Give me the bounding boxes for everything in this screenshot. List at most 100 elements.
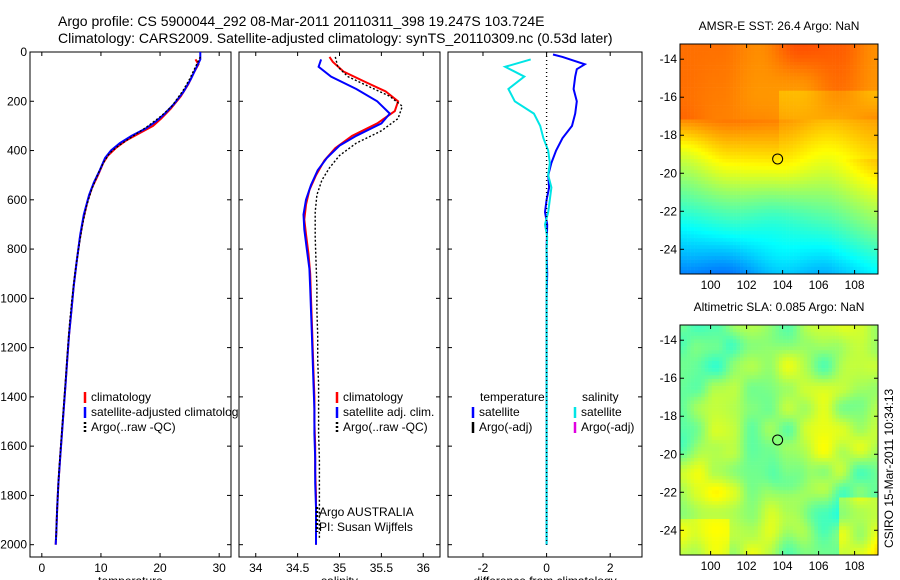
sst_map-heatmap-cell [725,234,730,239]
sst_map-heatmap-cell [817,166,822,171]
sla_map-heatmap-cell [849,396,854,401]
sla_map-heatmap-cell [839,396,843,401]
sst_map-heatmap-cell [747,245,752,250]
sla_map-heatmap-cell [835,353,840,358]
sla_map-heatmap-cell [810,353,815,358]
sla_map-heatmap-cell [754,328,759,333]
sst_map-heatmap-cell [821,270,826,275]
sst_map-heatmap-cell [782,144,787,149]
sst_map-heatmap-cell [821,126,826,131]
salinity-annotation-1: PI: Susan Wijffels [319,520,413,534]
sst_map-heatmap-cell [842,191,847,196]
sst_map-heatmap-cell [768,44,773,48]
sst_map-heatmap-cell [828,173,833,178]
sst_map-heatmap-cell [754,162,759,167]
sst_map-heatmap-cell [743,241,748,246]
sst_map-heatmap-cell [860,94,865,99]
sla_map-heatmap-cell [680,371,684,376]
sst_map-heatmap-cell [807,101,812,106]
sst_map-heatmap-cell [856,123,861,127]
sst_map-heatmap-cell [810,65,815,70]
sst_map-heatmap-cell [687,166,691,171]
sst_map-heatmap-cell [810,266,815,271]
sla_map-heatmap-cell [835,328,840,333]
sst_map-heatmap-cell [828,256,833,260]
sst_map-heatmap-cell [832,230,836,235]
sla_map-heatmap-cell [768,350,773,355]
sla_map-heatmap-cell [779,350,783,355]
sla_map-heatmap-cell [786,350,790,355]
sla_map-heatmap-cell [680,350,684,355]
sst_map-heatmap-cell [750,212,755,217]
sst_map-heatmap-cell [863,159,868,163]
sst_map-heatmap-cell [701,69,706,74]
sla_map-heatmap-cell [870,357,875,362]
sla_map-heatmap-cell [853,332,858,337]
sst_map-heatmap-cell [779,223,783,228]
sst_map-heatmap-cell [733,166,737,171]
sst_map-heatmap-cell [757,256,762,260]
sla_map-heatmap-cell [870,360,875,365]
sst_map-heatmap-cell [694,191,698,196]
sst_map-heatmap-cell [824,58,829,63]
sst_map-heatmap-cell [842,266,847,271]
sla_map-heatmap-cell [856,332,861,337]
sla_map-heatmap-cell [733,382,737,387]
sst_map-heatmap-cell [683,144,688,149]
sla_map-heatmap-cell [687,389,691,394]
difference-legend-temperature-item-1-label: Argo(-adj) [479,420,532,434]
sst_map-heatmap-cell [839,194,843,199]
sst_map-heatmap-cell [839,123,843,127]
sst_map-heatmap-cell [729,90,734,95]
sla_map-heatmap-cell [680,396,684,401]
sst_map-heatmap-cell [782,176,787,181]
sst_map-heatmap-cell [821,105,826,109]
sst_map-heatmap-cell [803,191,808,196]
sla_map-heatmap-cell [764,389,769,394]
sst_map-heatmap-cell [701,220,706,224]
sst_map-heatmap-cell [786,263,790,268]
sst_map-heatmap-cells [680,44,879,275]
sst_map-heatmap-cell [768,198,773,203]
sla_map-heatmap-cell [821,339,826,344]
sst_map-heatmap-cell [687,69,691,74]
sst_map-heatmap-cell [867,162,872,167]
sst_map-heatmap-cell [761,144,766,149]
sla_map-heatmap-cell [846,368,851,373]
sst_map-heatmap-cell [715,159,720,163]
sst_map-heatmap-cell [853,187,858,192]
sst_map-heatmap-cell [814,144,819,149]
sst_map-heatmap-cell [853,58,858,63]
sst_map-heatmap-cell [839,270,843,275]
sst_map-heatmap-cell [860,47,865,52]
sst_map-heatmap-cell [694,220,698,224]
sla_map-heatmap-cell [849,342,854,347]
sst_map-heatmap-cell [725,176,730,181]
sst_map-heatmap-cell [680,148,684,153]
sst_map-heatmap-cell [768,133,773,138]
sla_map-heatmap-cell [704,371,709,376]
sst_map-heatmap-cell [782,155,787,160]
sst_map-heatmap-cell [828,227,833,232]
sla_map-heatmap-cell [743,335,748,340]
sst_map-heatmap-cell [757,230,762,235]
sst_map-heatmap-cell [782,44,787,48]
sst_map-heatmap-cell [800,191,805,196]
sst_map-heatmap-cell [761,216,766,221]
sst_map-heatmap-cell [740,133,744,138]
sla_map-heatmap-cell [786,360,790,365]
sla_map-heatmap-cell [718,386,723,390]
sst_map-heatmap-cell [863,72,868,77]
sst_map-heatmap-cell [718,176,723,181]
sst_map-heatmap-cell [839,112,843,117]
sst_map-heatmap-cell [697,94,702,99]
sst_map-heatmap-cell [793,148,797,153]
sst_map-heatmap-cell [846,166,851,171]
sst_map-heatmap-cell [874,61,879,66]
sla_map-heatmap-cell [747,346,752,351]
sla_map-heatmap-cell [832,332,836,337]
sst_map-heatmap-cell [870,234,875,239]
sla_map-heatmap-cell [715,371,720,376]
sst_map-heatmap-cell [779,198,783,203]
sla_map-heatmap-cell [701,368,706,373]
